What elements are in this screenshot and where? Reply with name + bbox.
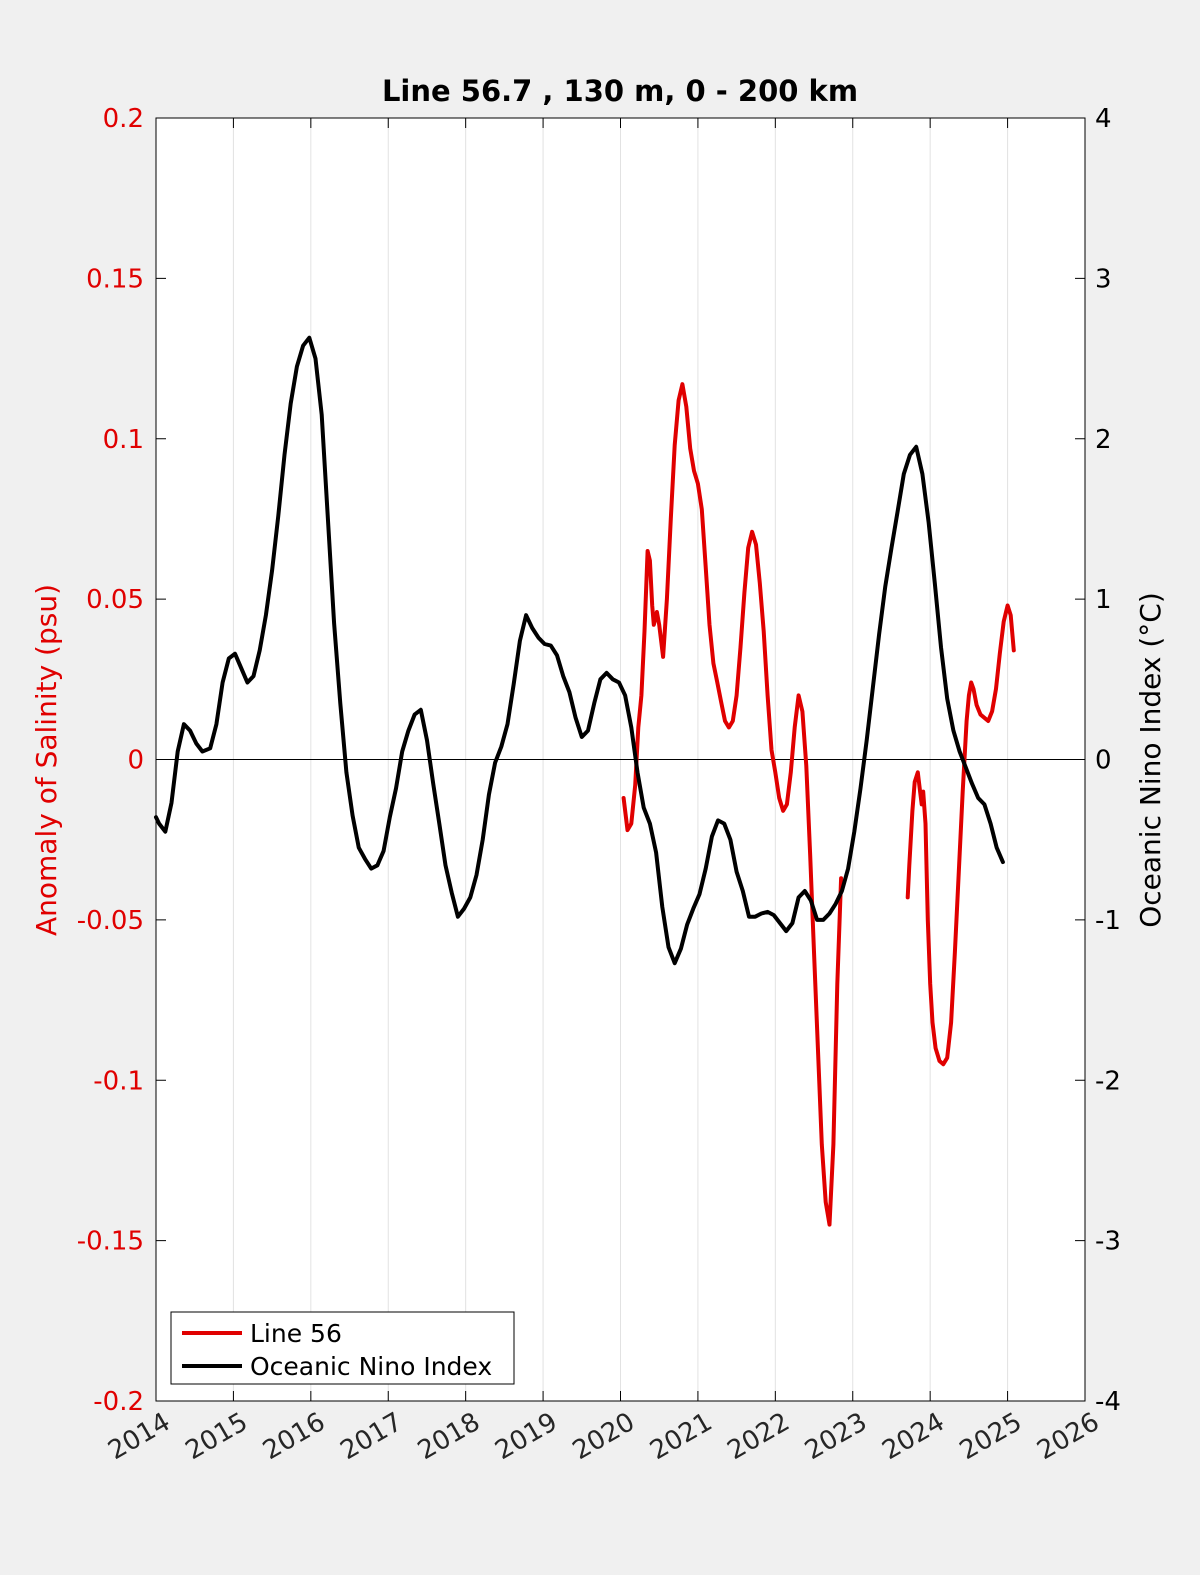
y-right-tick-label: 4 — [1095, 104, 1112, 134]
legend-box — [170, 1311, 515, 1385]
line56-series-segment-1 — [905, 603, 1016, 1067]
oni-series-segment-0 — [154, 335, 1005, 966]
y-left-tick-label: -0.1 — [93, 1066, 144, 1096]
y-right-tick-label: 0 — [1095, 746, 1112, 776]
y-right-tick-label: 3 — [1095, 264, 1112, 294]
y-left-tick-label: -0.2 — [93, 1387, 144, 1417]
y-right-tick-label: -4 — [1095, 1387, 1121, 1417]
right-axis-label: Oceanic Nino Index (°C) — [1134, 592, 1167, 928]
y-right-tick-label: -1 — [1095, 906, 1121, 936]
legend: Line 56 Oceanic Nino Index — [170, 1311, 515, 1385]
chart-title: Line 56.7 , 130 m, 0 - 200 km — [382, 74, 858, 108]
y-left-tick-label: 0.15 — [86, 264, 144, 294]
series-layer — [154, 335, 1016, 1227]
y-left-tick-label: -0.05 — [77, 906, 144, 936]
legend-label-line56: Line 56 — [250, 1319, 342, 1348]
line56-series-segment-0 — [621, 382, 844, 1227]
y-right-tick-label: -3 — [1095, 1227, 1121, 1257]
axes: 2014 2015 2016 2017 2018 2019 2020 2021 2022 2023… — [77, 104, 1121, 1466]
left-axis-label: Anomaly of Salinity (psu) — [30, 584, 63, 936]
y-right-tick-label: 2 — [1095, 425, 1112, 455]
y-right-tick-label: 1 — [1095, 585, 1112, 615]
y-left-tick-label: 0.05 — [86, 585, 144, 615]
legend-label-oni: Oceanic Nino Index — [250, 1352, 492, 1381]
y-right-tick-label: -2 — [1095, 1066, 1121, 1096]
y-left-tick-label: 0.1 — [103, 425, 144, 455]
y-left-tick-label: -0.15 — [77, 1227, 144, 1257]
y-left-tick-label: 0.2 — [103, 104, 144, 134]
y-left-tick-label: 0 — [127, 746, 144, 776]
